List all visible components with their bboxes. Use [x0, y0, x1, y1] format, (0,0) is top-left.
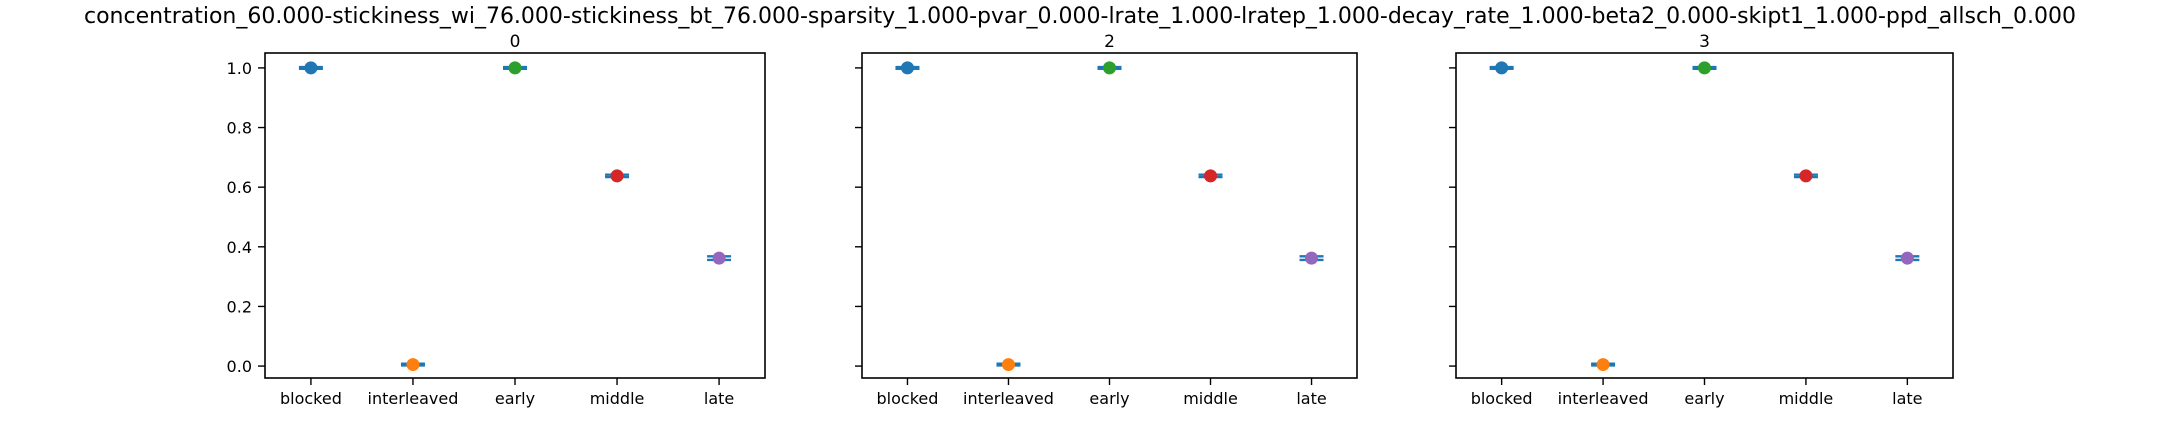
subplot-2: 2 blocked interleaved early middle late: [855, 32, 1358, 408]
data-point-blocked: [304, 61, 318, 75]
data-point-interleaved: [1001, 358, 1015, 372]
subplot-3: 3 blocked interleaved early middle late: [1449, 32, 1954, 408]
data-point-interleaved: [406, 358, 420, 372]
subplot-0: 0 0.0 0.2 0.4 0.6 0.8 1.0 blocked interleaved ear…: [227, 32, 766, 408]
y-tick-label: 0.4: [227, 238, 252, 257]
subplot-title: 3: [1699, 32, 1710, 52]
x-tick-label-early: early: [495, 389, 535, 408]
data-point-middle: [610, 169, 624, 183]
data-point-late: [712, 251, 726, 265]
x-tick-label-late: late: [704, 389, 734, 408]
data-point-early: [508, 61, 522, 75]
subplot-title: 2: [1104, 32, 1115, 52]
subplot-title: 0: [510, 32, 521, 52]
data-point-early: [1103, 61, 1116, 75]
axes-frame: [264, 52, 766, 379]
x-tick-label-interleaved: interleaved: [1558, 389, 1649, 408]
y-tick-label: 0.8: [227, 119, 252, 138]
data-point-blocked: [900, 61, 914, 75]
y-tick-label: 0.2: [227, 297, 252, 316]
data-point-middle: [1204, 169, 1218, 183]
x-tick-label-middle: middle: [590, 389, 645, 408]
x-tick-label-blocked: blocked: [1471, 389, 1533, 408]
x-tick-label-blocked: blocked: [280, 389, 342, 408]
x-tick-label-blocked: blocked: [877, 389, 939, 408]
data-point-early: [1698, 61, 1711, 75]
x-tick-label-interleaved: interleaved: [963, 389, 1054, 408]
axes-frame: [1455, 52, 1954, 379]
y-tick-label: 0.0: [227, 357, 252, 376]
data-point-blocked: [1495, 61, 1509, 75]
y-tick-label: 0.6: [227, 178, 252, 197]
data-point-interleaved: [1596, 358, 1610, 372]
x-tick-label-early: early: [1684, 389, 1724, 408]
y-tick-label: 1.0: [227, 59, 252, 78]
data-point-late: [1305, 251, 1319, 265]
x-tick-label-middle: middle: [1779, 389, 1834, 408]
x-tick-label-early: early: [1089, 389, 1129, 408]
data-point-middle: [1799, 169, 1813, 183]
x-tick-label-interleaved: interleaved: [368, 389, 459, 408]
x-tick-label-middle: middle: [1183, 389, 1238, 408]
x-tick-label-late: late: [1296, 389, 1326, 408]
figure-title: concentration_60.000-stickiness_wi_76.00…: [84, 4, 2076, 29]
x-tick-label-late: late: [1892, 389, 1922, 408]
data-point-late: [1900, 251, 1914, 265]
axes-frame: [861, 52, 1358, 379]
